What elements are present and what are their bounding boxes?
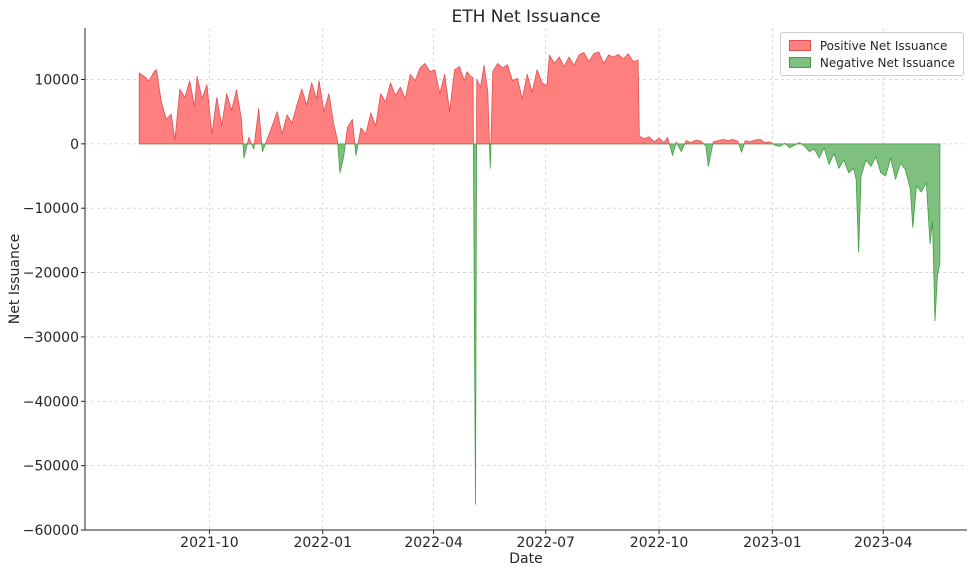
legend-item-positive: Positive Net Issuance [788,37,955,54]
y-tick-label: −10000 [23,201,79,217]
x-axis-label: Date [509,551,542,567]
legend-label-negative: Negative Net Issuance [819,55,955,70]
chart-title: ETH Net Issuance [451,7,600,27]
legend-swatch-negative [788,57,811,68]
x-tick-label: 2022-01 [293,535,352,551]
x-tick-label: 2023-04 [854,535,913,551]
negative-issuance-area [138,143,941,505]
legend: Positive Net Issuance Negative Net Issua… [779,32,964,76]
x-tick-label: 2021-10 [180,535,239,551]
y-axis-label: Net Issuance [7,234,23,324]
legend-item-negative: Negative Net Issuance [788,54,955,71]
y-tick-label: −40000 [23,394,79,410]
y-tick-label: −20000 [23,266,79,282]
y-tick-label: −30000 [23,330,79,346]
x-tick-label: 2022-07 [516,535,575,551]
y-tick-label: −50000 [23,459,79,475]
positive-issuance-area [138,51,941,145]
legend-swatch-positive [788,40,811,51]
legend-label-positive: Positive Net Issuance [819,38,948,53]
x-tick-label: 2023-01 [743,535,802,551]
y-tick-label: 10000 [34,72,79,88]
y-tick-label: 0 [70,137,79,153]
x-tick-label: 2022-04 [404,535,463,551]
y-tick-label: −60000 [23,523,79,539]
x-tick-label: 2022-10 [630,535,689,551]
